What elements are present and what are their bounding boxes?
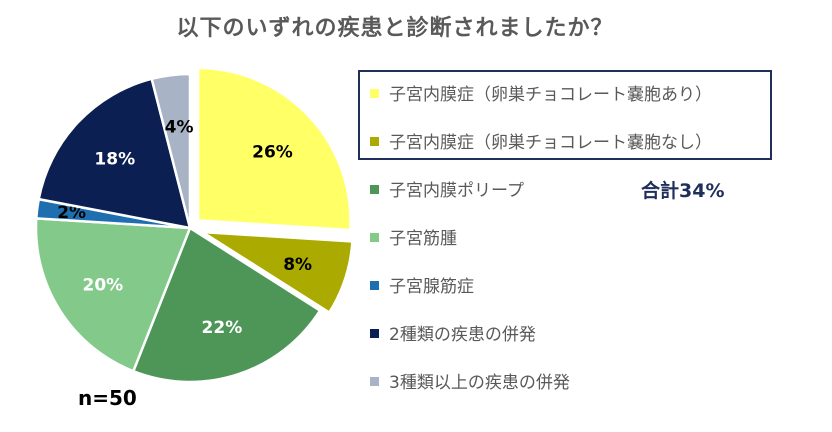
legend-label: 2種類の疾患の併発 <box>389 325 536 345</box>
legend-swatch <box>370 136 379 146</box>
slice-label-3: 22% <box>202 318 243 338</box>
legend-swatch <box>370 184 379 194</box>
legend-label: 子宮腺筋症 <box>389 277 474 297</box>
legend-label: 3種類以上の疾患の併発 <box>389 373 570 393</box>
chart-title: 以下のいずれの疾患と診断されましたか？ <box>176 16 614 41</box>
legend-item-5: 子宮腺筋症 <box>370 272 474 297</box>
legend-item-4: 子宮筋腫 <box>370 224 457 249</box>
legend-swatch <box>370 88 379 98</box>
pie-slice-3 <box>132 226 322 384</box>
pie-slice-4 <box>34 217 192 373</box>
legend-label: 子宮筋腫 <box>389 229 457 249</box>
pie-slice-7 <box>150 72 192 230</box>
legend-swatch <box>370 328 379 338</box>
legend-item-7: 3種類以上の疾患の併発 <box>370 368 570 393</box>
legend-swatch <box>370 232 379 242</box>
legend-label: 子宮内膜ポリープ <box>389 181 524 201</box>
pie-slice-1 <box>195 65 354 233</box>
legend-item-3: 子宮内膜ポリープ <box>370 176 524 201</box>
sample-size-label: n=50 <box>78 386 137 410</box>
slice-label-2: 8% <box>283 255 312 275</box>
legend-swatch <box>370 280 379 290</box>
legend-item-2: 子宮内膜症（卵巣チョコレート嚢胞なし） <box>370 128 712 153</box>
legend-highlight-box <box>358 70 772 160</box>
legend-label: 子宮内膜症（卵巣チョコレート嚢胞あり） <box>389 85 712 105</box>
slice-label-6: 18% <box>94 149 135 169</box>
legend-swatch <box>370 376 379 386</box>
legend-item-6: 2種類の疾患の併発 <box>370 320 536 345</box>
pie-slice-2 <box>197 229 356 316</box>
pie-slice-6 <box>37 77 192 230</box>
slice-label-1: 26% <box>252 143 293 163</box>
total-label: 合計34% <box>641 180 725 202</box>
slice-label-4: 20% <box>83 275 124 295</box>
slice-label-7: 4% <box>165 118 194 138</box>
legend-item-1: 子宮内膜症（卵巣チョコレート嚢胞あり） <box>370 80 712 105</box>
legend-label: 子宮内膜症（卵巣チョコレート嚢胞なし） <box>389 133 712 153</box>
